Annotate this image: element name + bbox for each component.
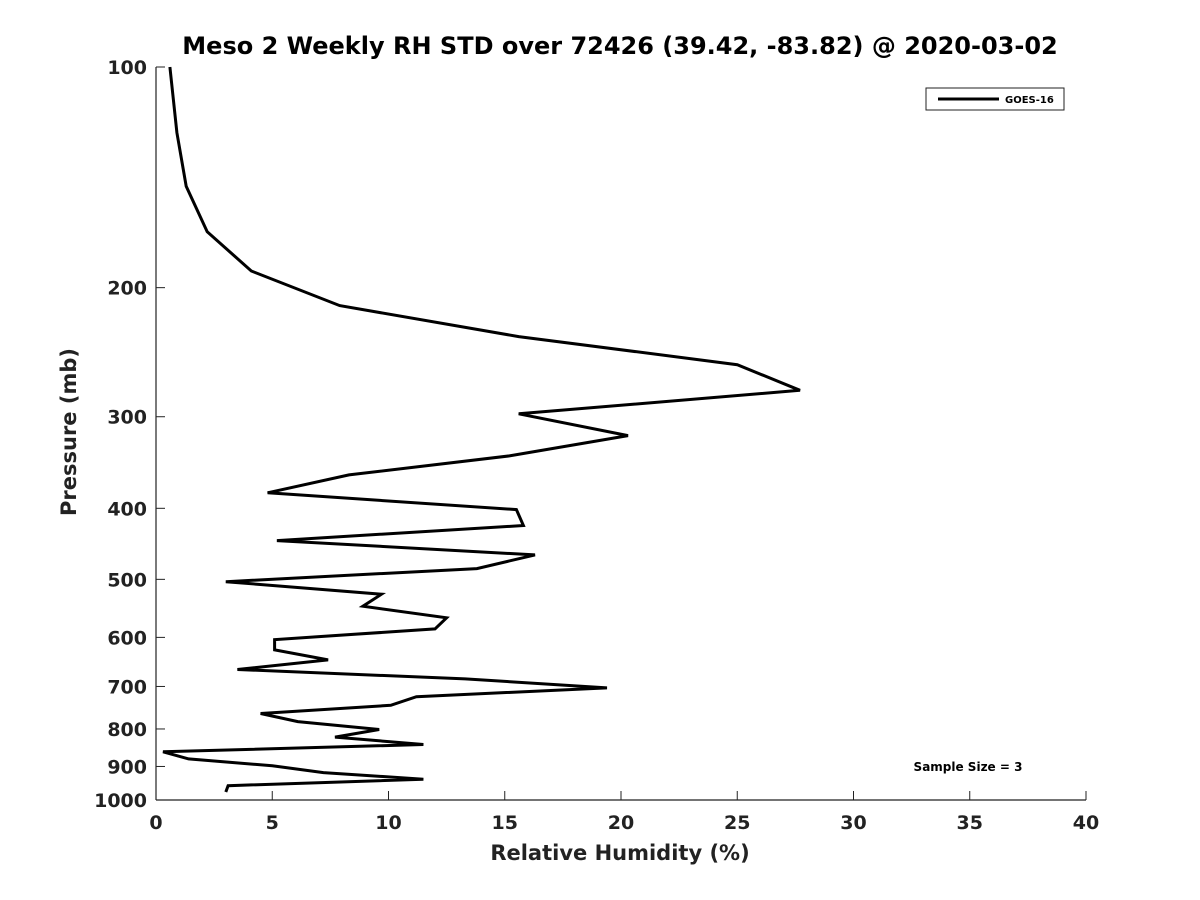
y-tick-label: 700: [107, 676, 147, 698]
y-tick-label: 100: [107, 57, 147, 79]
y-tick-label: 900: [107, 756, 147, 778]
y-tick-label: 800: [107, 719, 147, 741]
x-tick-label: 5: [266, 812, 279, 834]
x-tick-label: 20: [608, 812, 634, 834]
x-tick-label: 0: [149, 812, 162, 834]
y-tick-label: 400: [107, 498, 147, 520]
y-axis-label: Pressure (mb): [57, 348, 81, 516]
x-tick-label: 10: [375, 812, 401, 834]
y-tick-label: 300: [107, 407, 147, 429]
series-group: [162, 66, 801, 793]
series-line-goes-16: [162, 66, 801, 793]
x-tick-label: 40: [1073, 812, 1099, 834]
tick-group: 0 5 10 15 20 25 30 35 40 100 200 300 400 500 600 700 800…: [94, 57, 1099, 834]
x-tick-label: 35: [957, 812, 983, 834]
x-tick-label: 15: [492, 812, 518, 834]
legend-label: GOES-16: [1005, 95, 1054, 106]
legend: GOES-16: [925, 87, 1065, 111]
y-tick-label: 1000: [94, 790, 147, 812]
y-tick-label: 600: [107, 627, 147, 649]
sample-size-annotation: Sample Size = 3: [914, 760, 1023, 774]
chart-title: Meso 2 Weekly RH STD over 72426 (39.42, …: [182, 32, 1057, 60]
x-tick-label: 25: [724, 812, 750, 834]
x-axis-label: Relative Humidity (%): [490, 841, 749, 865]
y-tick-label: 200: [107, 278, 147, 300]
x-tick-label: 30: [840, 812, 866, 834]
y-tick-label: 500: [107, 569, 147, 591]
